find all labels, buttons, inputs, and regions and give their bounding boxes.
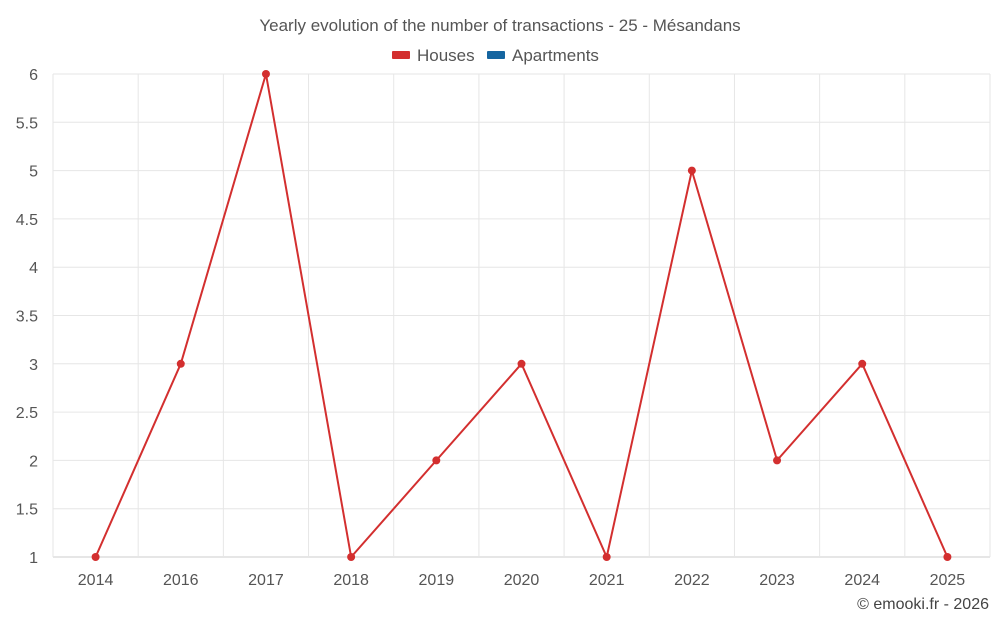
data-point-houses[interactable] <box>261 70 270 78</box>
x-tick-label: 2020 <box>504 572 540 589</box>
legend-label-houses: Houses <box>417 46 475 65</box>
legend-item-apartments[interactable]: Apartments <box>487 46 599 65</box>
legend: Houses Apartments <box>392 46 599 65</box>
data-point-houses[interactable] <box>943 553 952 561</box>
x-tick-label: 2014 <box>78 572 114 589</box>
y-tick-label: 6 <box>29 67 38 84</box>
x-tick-label: 2025 <box>930 572 966 589</box>
y-axis: 1 1.5 2 2.5 3 3.5 4 4.5 5 5.5 6 <box>16 67 38 567</box>
legend-label-apartments: Apartments <box>512 46 599 65</box>
legend-swatch-apartments <box>487 51 505 59</box>
y-tick-label: 4 <box>29 260 38 277</box>
y-tick-label: 3 <box>29 357 38 374</box>
credit-text: © emooki.fr - 2026 <box>857 596 989 613</box>
y-tick-label: 5 <box>29 164 38 181</box>
x-tick-label: 2022 <box>674 572 710 589</box>
data-point-houses[interactable] <box>602 553 611 561</box>
x-axis: 2014 2016 2017 2018 2019 2020 2021 2022 2023 2024… <box>78 572 966 589</box>
grid <box>52 73 991 558</box>
legend-item-houses[interactable]: Houses <box>392 46 475 65</box>
data-point-houses[interactable] <box>687 166 696 175</box>
x-tick-label: 2017 <box>248 572 284 589</box>
x-tick-label: 2019 <box>419 572 455 589</box>
data-point-houses[interactable] <box>347 553 356 561</box>
x-tick-label: 2023 <box>759 572 795 589</box>
y-tick-label: 5.5 <box>16 115 38 132</box>
x-tick-label: 2024 <box>844 572 880 589</box>
y-tick-label: 2.5 <box>16 405 38 422</box>
series-houses <box>91 70 952 561</box>
data-point-houses[interactable] <box>176 359 185 368</box>
y-tick-label: 1.5 <box>16 502 38 519</box>
x-tick-label: 2016 <box>163 572 199 589</box>
data-point-houses[interactable] <box>858 359 867 368</box>
chart-title: Yearly evolution of the number of transa… <box>259 16 740 35</box>
y-tick-label: 3.5 <box>16 309 38 326</box>
y-tick-label: 4.5 <box>16 212 38 229</box>
x-tick-label: 2018 <box>333 572 369 589</box>
y-tick-label: 2 <box>29 453 38 470</box>
x-tick-label: 2021 <box>589 572 625 589</box>
y-tick-label: 1 <box>29 550 38 567</box>
data-point-houses[interactable] <box>517 359 526 368</box>
data-point-houses[interactable] <box>773 456 782 465</box>
data-point-houses[interactable] <box>432 456 441 465</box>
legend-swatch-houses <box>392 51 410 59</box>
data-point-houses[interactable] <box>91 553 100 561</box>
